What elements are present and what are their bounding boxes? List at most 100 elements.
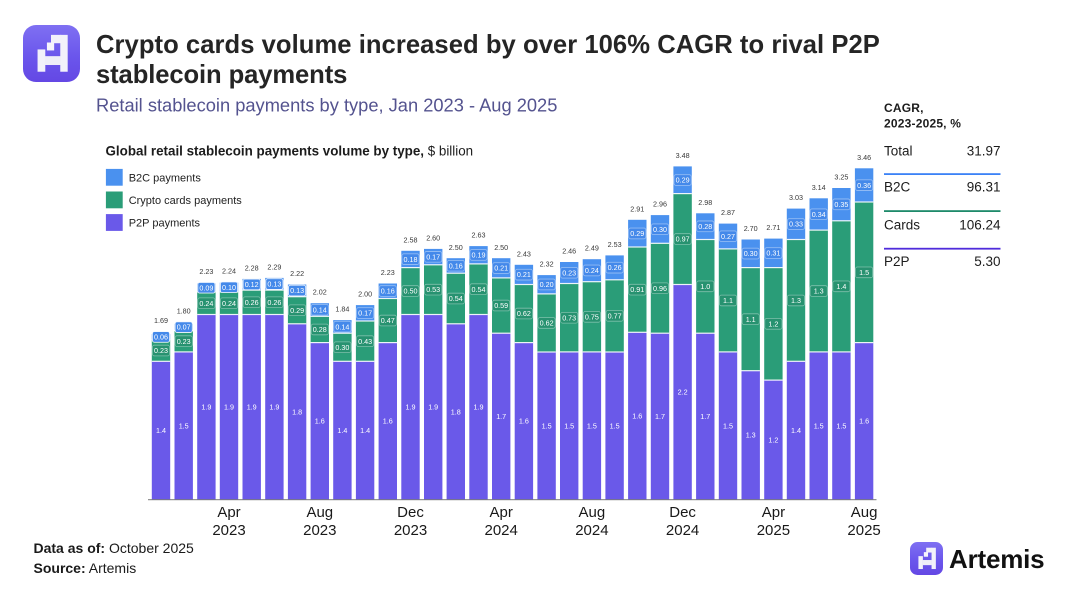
svg-text:0.34: 0.34 [812, 210, 826, 219]
svg-text:0.23: 0.23 [562, 268, 576, 277]
svg-text:2025: 2025 [847, 522, 880, 539]
svg-text:2.87: 2.87 [721, 208, 735, 217]
svg-text:Aug: Aug [306, 504, 333, 521]
svg-text:2024: 2024 [485, 522, 518, 539]
svg-text:1.9: 1.9 [406, 403, 416, 412]
svg-text:2023: 2023 [394, 522, 427, 539]
svg-text:1.5: 1.5 [564, 421, 574, 430]
svg-text:B2C payments: B2C payments [129, 172, 202, 184]
svg-text:96.31: 96.31 [967, 180, 1001, 195]
svg-text:1.9: 1.9 [247, 403, 257, 412]
svg-text:Data as of: October 2025: Data as of: October 2025 [34, 540, 195, 556]
svg-text:0.26: 0.26 [608, 263, 622, 272]
svg-text:1.3: 1.3 [814, 287, 824, 296]
svg-text:0.16: 0.16 [381, 287, 395, 296]
svg-text:2.96: 2.96 [653, 200, 667, 209]
svg-text:0.54: 0.54 [449, 294, 463, 303]
svg-text:1.7: 1.7 [496, 412, 506, 421]
svg-text:0.23: 0.23 [177, 337, 191, 346]
svg-text:0.73: 0.73 [562, 313, 576, 322]
svg-text:0.29: 0.29 [676, 176, 690, 185]
svg-text:1.5: 1.5 [587, 421, 597, 430]
svg-text:1.1: 1.1 [746, 315, 756, 324]
svg-text:1.9: 1.9 [224, 403, 234, 412]
svg-text:2.43: 2.43 [517, 249, 531, 258]
svg-text:1.4: 1.4 [337, 426, 347, 435]
svg-text:0.28: 0.28 [313, 325, 327, 334]
svg-text:1.5: 1.5 [179, 421, 189, 430]
svg-text:2.2: 2.2 [678, 388, 688, 397]
svg-text:1.5: 1.5 [610, 421, 620, 430]
svg-text:P2P payments: P2P payments [129, 218, 201, 230]
svg-text:2.58: 2.58 [404, 235, 418, 244]
svg-text:1.5: 1.5 [814, 421, 824, 430]
svg-text:0.43: 0.43 [358, 337, 372, 346]
svg-text:0.30: 0.30 [744, 249, 758, 258]
svg-text:3.46: 3.46 [857, 153, 871, 162]
svg-text:1.4: 1.4 [791, 426, 801, 435]
svg-text:0.28: 0.28 [698, 222, 712, 231]
svg-text:2.46: 2.46 [562, 247, 576, 256]
svg-text:2.00: 2.00 [358, 290, 372, 299]
svg-text:0.23: 0.23 [154, 346, 168, 355]
svg-text:0.30: 0.30 [335, 343, 349, 352]
svg-text:31.97: 31.97 [967, 144, 1001, 159]
svg-text:0.75: 0.75 [585, 312, 599, 321]
svg-text:1.1: 1.1 [723, 296, 733, 305]
svg-text:0.35: 0.35 [834, 200, 848, 209]
svg-text:1.5: 1.5 [859, 268, 869, 277]
svg-text:Dec: Dec [669, 504, 696, 521]
svg-text:0.10: 0.10 [222, 283, 236, 292]
svg-text:1.6: 1.6 [315, 417, 325, 426]
svg-text:2.63: 2.63 [472, 231, 486, 240]
svg-text:0.24: 0.24 [585, 266, 599, 275]
svg-text:Cards: Cards [884, 217, 920, 232]
svg-text:0.21: 0.21 [517, 270, 531, 279]
svg-text:Crypto cards payments: Crypto cards payments [129, 195, 243, 207]
svg-text:0.54: 0.54 [472, 285, 486, 294]
svg-text:0.62: 0.62 [540, 319, 554, 328]
svg-text:0.14: 0.14 [313, 305, 327, 314]
svg-text:2024: 2024 [666, 522, 699, 539]
svg-text:0.13: 0.13 [290, 286, 304, 295]
svg-text:1.4: 1.4 [360, 426, 370, 435]
svg-text:0.50: 0.50 [404, 287, 418, 296]
svg-text:3.48: 3.48 [676, 151, 690, 160]
svg-text:1.5: 1.5 [542, 421, 552, 430]
svg-text:0.91: 0.91 [630, 285, 644, 294]
svg-text:0.20: 0.20 [540, 280, 554, 289]
svg-text:1.6: 1.6 [632, 412, 642, 421]
svg-text:2.02: 2.02 [313, 288, 327, 297]
svg-text:Source: Artemis: Source: Artemis [34, 560, 137, 576]
svg-text:1.69: 1.69 [154, 316, 168, 325]
svg-text:1.4: 1.4 [156, 426, 166, 435]
svg-text:2.22: 2.22 [290, 269, 304, 278]
svg-text:0.97: 0.97 [676, 235, 690, 244]
svg-text:1.3: 1.3 [791, 296, 801, 305]
svg-text:2.70: 2.70 [744, 224, 758, 233]
svg-text:Retail stablecoin payments by: Retail stablecoin payments by type, Jan … [96, 95, 557, 116]
svg-text:0.21: 0.21 [494, 264, 508, 273]
svg-text:0.17: 0.17 [426, 252, 440, 261]
svg-text:2.32: 2.32 [540, 260, 554, 269]
svg-text:1.9: 1.9 [269, 403, 279, 412]
svg-text:1.5: 1.5 [836, 421, 846, 430]
svg-text:2.24: 2.24 [222, 266, 236, 275]
svg-text:0.09: 0.09 [199, 283, 213, 292]
svg-text:0.06: 0.06 [154, 333, 168, 342]
svg-text:0.59: 0.59 [494, 301, 508, 310]
svg-text:2.28: 2.28 [245, 263, 259, 272]
svg-text:1.0: 1.0 [700, 282, 710, 291]
svg-text:2.98: 2.98 [698, 198, 712, 207]
svg-text:3.25: 3.25 [834, 173, 848, 182]
svg-text:Apr: Apr [490, 504, 513, 521]
svg-text:0.33: 0.33 [789, 220, 803, 229]
svg-text:0.13: 0.13 [267, 280, 281, 289]
svg-text:2.91: 2.91 [630, 204, 644, 213]
svg-text:stablecoin payments: stablecoin payments [96, 61, 347, 89]
svg-text:1.6: 1.6 [519, 417, 529, 426]
svg-text:2.53: 2.53 [608, 240, 622, 249]
svg-text:0.27: 0.27 [721, 232, 735, 241]
svg-text:Aug: Aug [851, 504, 878, 521]
svg-text:0.30: 0.30 [653, 225, 667, 234]
